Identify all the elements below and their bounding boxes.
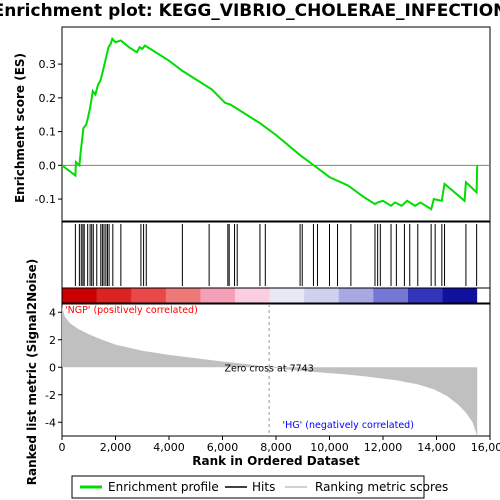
heatmap-segment	[269, 288, 305, 303]
metric-y-tick-label: 0	[49, 361, 56, 374]
ranking-heatmap-bar	[61, 287, 491, 304]
legend-frame	[71, 475, 425, 499]
x-tick-label: 16,000	[471, 441, 500, 454]
ranked-metric-panel: -4 -2 0 2 4 'NGP' (positively correlated) 'H…	[25, 259, 491, 486]
chart-title: Enrichment plot: KEGG_VIBRIO_CHOLERAE_IN…	[0, 1, 500, 21]
es-y-tick-label: -0.1	[35, 193, 56, 206]
x-tick-label: 2,000	[100, 441, 132, 454]
es-y-tick-label: 0.2	[39, 92, 57, 105]
legend-label: Hits	[252, 480, 275, 494]
positive-correlation-label: 'NGP' (positively correlated)	[65, 305, 198, 316]
legend-label: Ranking metric scores	[315, 480, 448, 494]
negative-correlation-label: 'HG' (negatively correlated)	[283, 420, 414, 431]
heatmap-segment	[407, 288, 444, 303]
ranking-metric-area	[62, 306, 478, 436]
zero-cross-label: Zero cross at 7743	[224, 363, 313, 374]
metric-y-tick-label: 2	[49, 334, 56, 347]
heatmap-segment	[234, 288, 271, 303]
x-tick-label: 14,000	[417, 441, 456, 454]
x-tick-label: 4,000	[153, 441, 185, 454]
enrichment-score-panel: -0.1 0.0 0.1 0.2 0.3 Enrichment score (ES)	[13, 26, 491, 222]
x-tick-label: 12,000	[364, 441, 403, 454]
es-y-tick-label: 0.3	[39, 58, 57, 71]
heatmap-segment	[304, 288, 340, 303]
metric-y-tick-label: -2	[45, 389, 56, 402]
es-y-tick-label: 0.0	[39, 159, 57, 172]
heatmap-segment	[96, 288, 132, 303]
x-axis: 0 2,000 4,000 6,000 8,000 10,000 12,000 14,000 1…	[59, 436, 500, 454]
es-y-ticks: -0.1 0.0 0.1 0.2 0.3	[35, 58, 62, 206]
legend-label: Enrichment profile	[108, 480, 219, 494]
es-plot-frame	[61, 26, 491, 222]
hits-frame	[61, 221, 491, 289]
x-tick-label: 8,000	[260, 441, 292, 454]
metric-y-tick-label: -4	[45, 416, 56, 429]
es-y-tick-label: 0.1	[39, 126, 57, 139]
x-axis-label: Rank in Ordered Dataset	[192, 454, 360, 468]
heatmap-segment	[373, 288, 409, 303]
x-tick-label: 10,000	[310, 441, 349, 454]
heatmap-segment	[442, 288, 478, 303]
heatmap-frame	[61, 287, 491, 304]
enrichment-profile-line	[61, 36, 479, 211]
heatmap-segment	[338, 288, 374, 303]
metric-y-ticks: -4 -2 0 2 4	[45, 306, 62, 429]
metric-y-tick-label: 4	[49, 306, 56, 319]
heatmap-segment	[200, 288, 236, 303]
hit-lines	[74, 224, 478, 286]
metric-y-axis-label: Ranked list metric (Signal2Noise)	[25, 259, 39, 486]
legend: Enrichment profile Hits Ranking metric sco…	[71, 475, 448, 499]
es-y-axis-label: Enrichment score (ES)	[13, 53, 27, 203]
heatmap-segment	[165, 288, 201, 303]
heatmap-tail	[477, 288, 490, 303]
x-tick-label: 0	[59, 441, 66, 454]
hits-panel	[61, 221, 491, 289]
heatmap-segment	[62, 288, 98, 303]
heatmap-segment	[131, 288, 167, 303]
x-tick-label: 6,000	[207, 441, 239, 454]
